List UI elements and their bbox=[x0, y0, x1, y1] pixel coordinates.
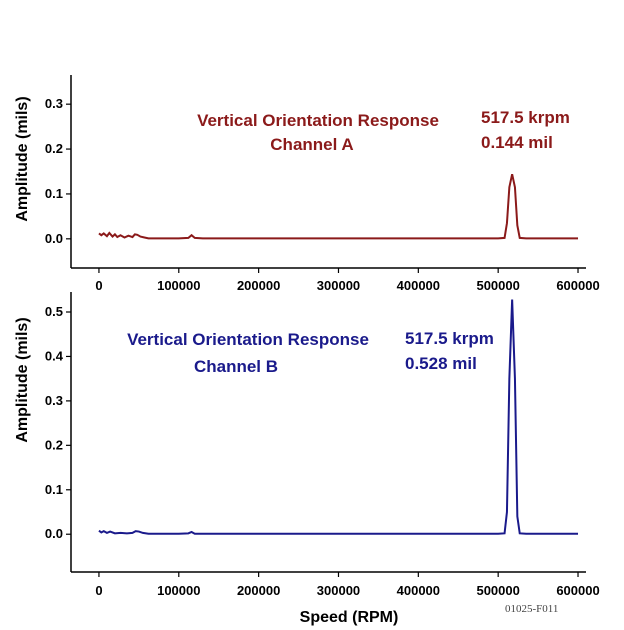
x-tick-label: 0 bbox=[95, 583, 102, 598]
chart-panel-channel-a: 0.0 0.1 0.2 0.3 0 100000 200000 300000 400000 50… bbox=[14, 75, 600, 293]
x-tick-label: 300000 bbox=[317, 278, 360, 293]
y-tick-label: 0.3 bbox=[45, 96, 63, 111]
x-tick-label: 600000 bbox=[556, 583, 599, 598]
x-tick-label: 100000 bbox=[157, 583, 200, 598]
y-tick-label: 0.2 bbox=[45, 437, 63, 452]
x-tick-label: 400000 bbox=[397, 583, 440, 598]
y-tick-label: 0.3 bbox=[45, 393, 63, 408]
figure-id: 01025-F011 bbox=[505, 603, 558, 615]
peak-amplitude-label: 0.144 mil bbox=[481, 133, 553, 152]
y-tick-label: 0.5 bbox=[45, 304, 63, 319]
x-tick-label: 200000 bbox=[237, 278, 280, 293]
x-tick-label: 0 bbox=[95, 278, 102, 293]
x-axis-title: Speed (RPM) bbox=[300, 609, 399, 626]
chart-panel-channel-b: 0.0 0.1 0.2 0.3 0.4 0.5 0 100000 200000 300000 40… bbox=[14, 292, 600, 626]
peak-speed-label: 517.5 krpm bbox=[405, 329, 494, 348]
x-tick-label: 100000 bbox=[157, 278, 200, 293]
x-tick-label: 500000 bbox=[476, 278, 519, 293]
chart-subtitle: Channel A bbox=[270, 135, 353, 154]
y-tick-label: 0.2 bbox=[45, 141, 63, 156]
y-axis-title: Amplitude (mils) bbox=[14, 96, 31, 221]
chart-subtitle: Channel B bbox=[194, 357, 278, 376]
y-tick-label: 0.0 bbox=[45, 231, 63, 246]
chart-title: Vertical Orientation Response bbox=[197, 111, 439, 130]
y-tick-label: 0.1 bbox=[45, 482, 63, 497]
x-tick-label: 500000 bbox=[476, 583, 519, 598]
chart-title: Vertical Orientation Response bbox=[127, 330, 369, 349]
series-line bbox=[98, 173, 579, 240]
y-tick-label: 0.4 bbox=[45, 348, 64, 363]
x-tick-label: 600000 bbox=[556, 278, 599, 293]
x-tick-label: 400000 bbox=[397, 278, 440, 293]
y-tick-label: 0.0 bbox=[45, 526, 63, 541]
peak-amplitude-label: 0.528 mil bbox=[405, 354, 477, 373]
y-axis-title: Amplitude (mils) bbox=[14, 317, 31, 442]
series-line bbox=[98, 299, 579, 535]
x-tick-label: 200000 bbox=[237, 583, 280, 598]
y-tick-label: 0.1 bbox=[45, 186, 63, 201]
x-tick-label: 300000 bbox=[317, 583, 360, 598]
peak-speed-label: 517.5 krpm bbox=[481, 108, 570, 127]
